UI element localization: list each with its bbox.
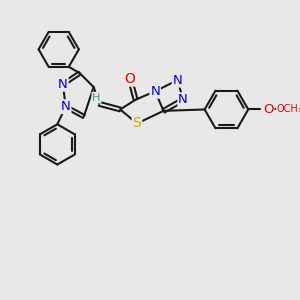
Text: N: N [58, 78, 68, 91]
Text: O: O [263, 103, 274, 116]
Text: N: N [178, 93, 188, 106]
Text: S: S [133, 116, 141, 130]
Text: N: N [172, 74, 182, 87]
Text: OCH₃: OCH₃ [277, 104, 300, 115]
Text: H: H [92, 93, 101, 103]
Text: O: O [124, 72, 135, 86]
Text: N: N [150, 85, 160, 98]
Text: N: N [61, 100, 70, 113]
